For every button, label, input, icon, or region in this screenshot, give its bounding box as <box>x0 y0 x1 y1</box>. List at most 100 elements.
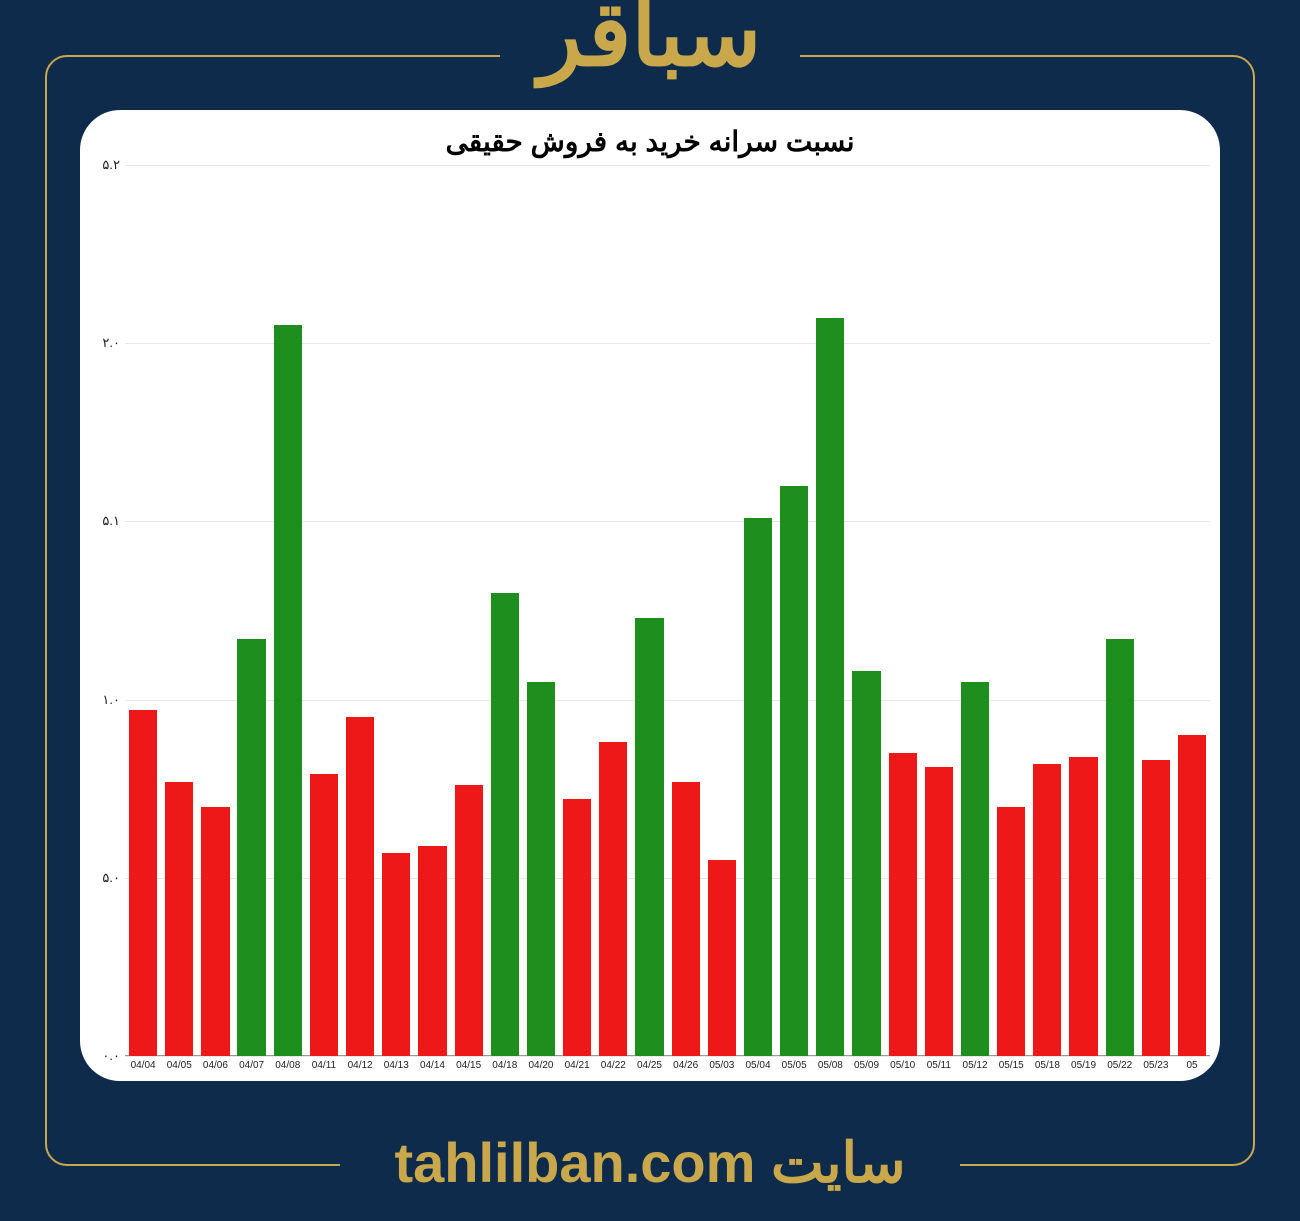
bar <box>708 860 736 1056</box>
bar-slot: 04/05 <box>161 165 197 1056</box>
x-axis-label: 05/11 <box>927 1060 951 1071</box>
bar <box>1178 735 1206 1056</box>
bar <box>382 853 410 1056</box>
bar <box>455 785 483 1056</box>
x-axis-label: 05/08 <box>818 1060 843 1071</box>
bar <box>997 807 1025 1056</box>
x-axis-label: 04/25 <box>637 1060 662 1071</box>
y-axis-label: ١.۵ <box>85 513 120 529</box>
y-axis-label: ٢.۵ <box>85 157 120 173</box>
bar <box>672 782 700 1056</box>
x-axis-label: 04/15 <box>456 1060 481 1071</box>
x-axis-label: 05/18 <box>1035 1060 1060 1071</box>
bar-slot: 05/18 <box>1029 165 1065 1056</box>
bar-slot: 05/10 <box>885 165 921 1056</box>
bar <box>527 682 555 1056</box>
bar-slot: 05/15 <box>993 165 1029 1056</box>
bar-slot: 04/14 <box>414 165 450 1056</box>
x-axis-label: 04/12 <box>348 1060 373 1071</box>
x-axis-label: 04/14 <box>420 1060 445 1071</box>
bar <box>274 325 302 1056</box>
symbol-title: سباقر <box>0 0 1300 80</box>
bars-container: 04/0404/0504/0604/0704/0804/1104/1204/13… <box>125 165 1210 1056</box>
x-axis-label: 05/10 <box>890 1060 915 1071</box>
bar <box>310 774 338 1056</box>
bar-slot: 04/08 <box>270 165 306 1056</box>
bar <box>852 671 880 1056</box>
bar <box>780 486 808 1056</box>
bar-slot: 05/11 <box>921 165 957 1056</box>
bar-slot: 04/21 <box>559 165 595 1056</box>
y-axis-label: ٠.۵ <box>85 870 120 886</box>
bar-slot: 05 <box>1174 165 1210 1056</box>
x-axis-label: 04/08 <box>275 1060 300 1071</box>
x-axis-label: 04/26 <box>673 1060 698 1071</box>
bar <box>346 717 374 1056</box>
x-axis-label: 05/12 <box>963 1060 988 1071</box>
x-axis-label: 04/11 <box>312 1060 336 1071</box>
bar-slot: 05/12 <box>957 165 993 1056</box>
bar-slot: 04/07 <box>234 165 270 1056</box>
bar-slot: 04/06 <box>197 165 233 1056</box>
x-axis-label: 05/03 <box>709 1060 734 1071</box>
y-axis-label: ١.٠ <box>85 692 120 708</box>
bar <box>1106 639 1134 1056</box>
site-footer: سایت tahlilban.com <box>0 1130 1300 1196</box>
bar-slot: 04/13 <box>378 165 414 1056</box>
x-axis-label: 05/23 <box>1143 1060 1168 1071</box>
x-axis-label: 04/21 <box>565 1060 590 1071</box>
bar-slot: 04/22 <box>595 165 631 1056</box>
bar <box>961 682 989 1056</box>
x-axis-label: 04/13 <box>384 1060 409 1071</box>
bar <box>165 782 193 1056</box>
y-axis-label: ٢.٠ <box>85 335 120 351</box>
x-axis-label: 05/22 <box>1107 1060 1132 1071</box>
x-axis-label: 04/05 <box>167 1060 192 1071</box>
bar-slot: 04/18 <box>487 165 523 1056</box>
bar-slot: 05/19 <box>1065 165 1101 1056</box>
bar-slot: 05/23 <box>1138 165 1174 1056</box>
x-axis-label: 04/07 <box>239 1060 264 1071</box>
grid-line <box>125 1056 1210 1057</box>
x-axis-label: 04/20 <box>528 1060 553 1071</box>
x-axis-label: 04/22 <box>601 1060 626 1071</box>
bar-slot: 05/03 <box>704 165 740 1056</box>
bar <box>1069 757 1097 1056</box>
x-axis-label: 04/04 <box>131 1060 156 1071</box>
x-axis-label: 04/18 <box>492 1060 517 1071</box>
chart-title: نسبت سرانه خرید به فروش حقیقی <box>80 125 1220 158</box>
bar <box>635 618 663 1056</box>
y-axis-label: ٠.٠ <box>85 1048 120 1064</box>
bar-slot: 05/22 <box>1102 165 1138 1056</box>
bar-slot: 05/05 <box>776 165 812 1056</box>
bar <box>889 753 917 1056</box>
bar-slot: 05/09 <box>848 165 884 1056</box>
bar-slot: 04/26 <box>668 165 704 1056</box>
bar-slot: 05/08 <box>812 165 848 1056</box>
bar <box>599 742 627 1056</box>
bar-slot: 05/04 <box>740 165 776 1056</box>
x-axis-label: 05/04 <box>745 1060 770 1071</box>
x-axis-label: 05 <box>1187 1060 1198 1071</box>
bar <box>491 593 519 1056</box>
bar <box>925 767 953 1056</box>
x-axis-label: 04/06 <box>203 1060 228 1071</box>
x-axis-label: 05/19 <box>1071 1060 1096 1071</box>
bar-slot: 04/15 <box>451 165 487 1056</box>
x-axis-label: 05/09 <box>854 1060 879 1071</box>
bar <box>816 318 844 1056</box>
chart-card: نسبت سرانه خرید به فروش حقیقی ٠.٠ ٠.۵ ١.٠ ١… <box>80 110 1220 1081</box>
x-axis-label: 05/05 <box>782 1060 807 1071</box>
bar <box>418 846 446 1056</box>
bar <box>744 518 772 1056</box>
bar-slot: 04/20 <box>523 165 559 1056</box>
bar <box>237 639 265 1056</box>
chart-plot-area: ٠.٠٠.۵١.٠١.۵٢.٠٢.۵04/0404/0504/0604/0704… <box>125 165 1210 1056</box>
bar-slot: 04/25 <box>631 165 667 1056</box>
bar <box>201 807 229 1056</box>
bar-slot: 04/04 <box>125 165 161 1056</box>
bar-slot: 04/11 <box>306 165 342 1056</box>
bar <box>1142 760 1170 1056</box>
x-axis-label: 05/15 <box>999 1060 1024 1071</box>
bar-slot: 04/12 <box>342 165 378 1056</box>
